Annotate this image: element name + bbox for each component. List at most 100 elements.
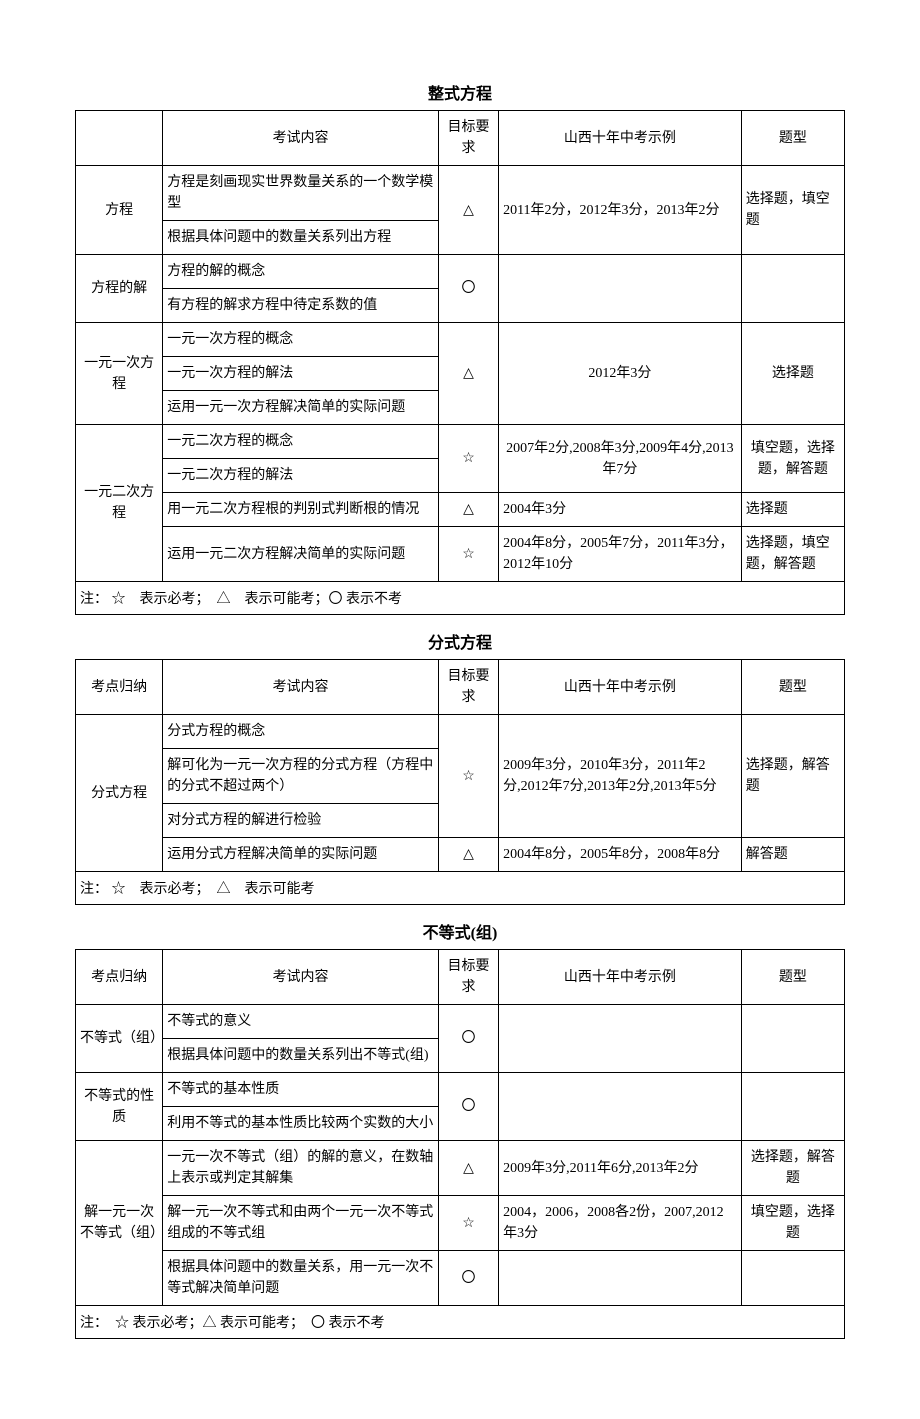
example-cell [499, 1251, 742, 1306]
table-note: 注： ☆ 表示必考；△ 表示可能考； 〇 表示不考 [75, 1306, 845, 1339]
table-row: 不等式的性质不等式的基本性质〇 [76, 1073, 845, 1107]
table-row: 不等式（组）不等式的意义〇 [76, 1005, 845, 1039]
topic-cell: 分式方程 [76, 715, 163, 872]
content-cell: 一元一次方程的解法 [163, 357, 439, 391]
content-cell: 根据具体问题中的数量关系，用一元一次不等式解决简单问题 [163, 1251, 439, 1306]
type-cell: 填空题，选择题 [741, 1196, 844, 1251]
type-cell [741, 255, 844, 323]
requirement-cell: 〇 [438, 1005, 498, 1073]
content-cell: 不等式的基本性质 [163, 1073, 439, 1107]
content-cell: 对分式方程的解进行检验 [163, 804, 439, 838]
topic-cell: 解一元一次不等式（组） [76, 1141, 163, 1306]
topic-cell: 方程 [76, 166, 163, 255]
table-note: 注： ☆ 表示必考； △ 表示可能考；〇 表示不考 [75, 582, 845, 615]
table-row: 解一元一次不等式（组）一元一次不等式（组）的解的意义，在数轴上表示或判定其解集△… [76, 1141, 845, 1196]
example-cell: 2004年8分，2005年8分，2008年8分 [499, 838, 742, 872]
content-cell: 一元二次方程的概念 [163, 425, 439, 459]
exam-table: 考试内容目标要求山西十年中考示例题型方程方程是刻画现实世界数量关系的一个数学模型… [75, 110, 845, 582]
requirement-cell: △ [438, 1141, 498, 1196]
topic-cell: 一元二次方程 [76, 425, 163, 582]
example-cell: 2004年3分 [499, 493, 742, 527]
requirement-cell: ☆ [438, 715, 498, 838]
header-type: 题型 [741, 950, 844, 1005]
header-type: 题型 [741, 111, 844, 166]
table-row: 运用分式方程解决简单的实际问题△2004年8分，2005年8分，2008年8分解… [76, 838, 845, 872]
example-cell: 2004，2006，2008各2份，2007,2012年3分 [499, 1196, 742, 1251]
example-cell: 2004年8分，2005年7分，2011年3分，2012年10分 [499, 527, 742, 582]
section-title: 不等式(组) [75, 919, 845, 943]
content-cell: 运用一元一次方程解决简单的实际问题 [163, 391, 439, 425]
type-cell: 选择题，填空题，解答题 [741, 527, 844, 582]
header-req: 目标要求 [438, 660, 498, 715]
table-row: 分式方程分式方程的概念☆2009年3分，2010年3分，2011年2分,2012… [76, 715, 845, 749]
header-example: 山西十年中考示例 [499, 660, 742, 715]
content-cell: 根据具体问题中的数量关系列出不等式(组) [163, 1039, 439, 1073]
type-cell [741, 1251, 844, 1306]
content-cell: 一元一次不等式（组）的解的意义，在数轴上表示或判定其解集 [163, 1141, 439, 1196]
example-cell [499, 1005, 742, 1073]
example-cell: 2009年3分，2010年3分，2011年2分,2012年7分,2013年2分,… [499, 715, 742, 838]
requirement-cell: 〇 [438, 1073, 498, 1141]
header-content: 考试内容 [163, 111, 439, 166]
type-cell: 解答题 [741, 838, 844, 872]
example-cell: 2012年3分 [499, 323, 742, 425]
table-row: 一元一次方程一元一次方程的概念△2012年3分选择题 [76, 323, 845, 357]
requirement-cell: ☆ [438, 425, 498, 493]
requirement-cell: ☆ [438, 527, 498, 582]
topic-cell: 不等式（组） [76, 1005, 163, 1073]
content-cell: 一元二次方程的解法 [163, 459, 439, 493]
table-note: 注： ☆ 表示必考； △ 表示可能考 [75, 872, 845, 905]
type-cell: 选择题 [741, 493, 844, 527]
content-cell: 解一元一次不等式和由两个一元一次不等式组成的不等式组 [163, 1196, 439, 1251]
section-title: 整式方程 [75, 80, 845, 104]
requirement-cell: △ [438, 838, 498, 872]
content-cell: 解可化为一元一次方程的分式方程（方程中的分式不超过两个） [163, 749, 439, 804]
topic-cell: 一元一次方程 [76, 323, 163, 425]
requirement-cell: △ [438, 493, 498, 527]
table-row: 用一元二次方程根的判别式判断根的情况△2004年3分选择题 [76, 493, 845, 527]
content-cell: 运用一元二次方程解决简单的实际问题 [163, 527, 439, 582]
header-content: 考试内容 [163, 660, 439, 715]
requirement-cell: △ [438, 323, 498, 425]
content-cell: 有方程的解求方程中待定系数的值 [163, 289, 439, 323]
example-cell [499, 1073, 742, 1141]
example-cell: 2007年2分,2008年3分,2009年4分,2013年7分 [499, 425, 742, 493]
header-example: 山西十年中考示例 [499, 111, 742, 166]
table-row: 根据具体问题中的数量关系，用一元一次不等式解决简单问题〇 [76, 1251, 845, 1306]
requirement-cell: △ [438, 166, 498, 255]
type-cell [741, 1073, 844, 1141]
header-topic: 考点归纳 [76, 950, 163, 1005]
type-cell: 填空题，选择题，解答题 [741, 425, 844, 493]
table-row: 方程方程是刻画现实世界数量关系的一个数学模型△2011年2分，2012年3分，2… [76, 166, 845, 221]
exam-table: 考点归纳考试内容目标要求山西十年中考示例题型分式方程分式方程的概念☆2009年3… [75, 659, 845, 872]
header-req: 目标要求 [438, 950, 498, 1005]
header-type: 题型 [741, 660, 844, 715]
type-cell [741, 1005, 844, 1073]
content-cell: 分式方程的概念 [163, 715, 439, 749]
requirement-cell: 〇 [438, 1251, 498, 1306]
type-cell: 选择题，解答题 [741, 1141, 844, 1196]
content-cell: 根据具体问题中的数量关系列出方程 [163, 221, 439, 255]
header-topic: 考点归纳 [76, 660, 163, 715]
table-row: 运用一元二次方程解决简单的实际问题☆2004年8分，2005年7分，2011年3… [76, 527, 845, 582]
header-content: 考试内容 [163, 950, 439, 1005]
content-cell: 不等式的意义 [163, 1005, 439, 1039]
content-cell: 利用不等式的基本性质比较两个实数的大小 [163, 1107, 439, 1141]
content-cell: 用一元二次方程根的判别式判断根的情况 [163, 493, 439, 527]
header-req: 目标要求 [438, 111, 498, 166]
example-cell [499, 255, 742, 323]
type-cell: 选择题，解答题 [741, 715, 844, 838]
section-title: 分式方程 [75, 629, 845, 653]
exam-table: 考点归纳考试内容目标要求山西十年中考示例题型不等式（组）不等式的意义〇根据具体问… [75, 949, 845, 1306]
requirement-cell: ☆ [438, 1196, 498, 1251]
topic-cell: 方程的解 [76, 255, 163, 323]
example-cell: 2009年3分,2011年6分,2013年2分 [499, 1141, 742, 1196]
table-row: 方程的解方程的解的概念〇 [76, 255, 845, 289]
content-cell: 方程的解的概念 [163, 255, 439, 289]
type-cell: 选择题，填空题 [741, 166, 844, 255]
header-topic [76, 111, 163, 166]
requirement-cell: 〇 [438, 255, 498, 323]
example-cell: 2011年2分，2012年3分，2013年2分 [499, 166, 742, 255]
type-cell: 选择题 [741, 323, 844, 425]
content-cell: 方程是刻画现实世界数量关系的一个数学模型 [163, 166, 439, 221]
